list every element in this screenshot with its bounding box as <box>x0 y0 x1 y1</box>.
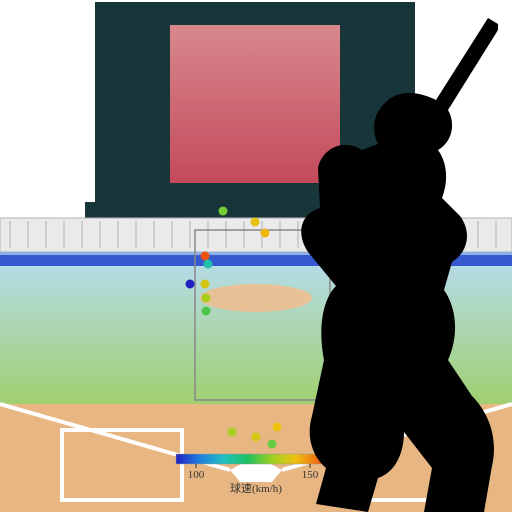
pitch-marker <box>186 280 195 289</box>
svg-text:150: 150 <box>302 469 319 481</box>
pitch-marker <box>219 207 228 216</box>
pitch-marker <box>201 280 210 289</box>
pitch-marker <box>251 218 260 227</box>
pitch-marker <box>202 307 211 316</box>
pitch-marker <box>201 252 210 261</box>
pitch-marker <box>261 229 270 238</box>
svg-text:100: 100 <box>188 469 205 481</box>
pitch-marker <box>273 423 282 432</box>
pitch-marker <box>204 260 213 269</box>
pitch-marker <box>202 294 211 303</box>
pitch-marker <box>268 440 277 449</box>
pitch-marker <box>252 433 261 442</box>
pitch-marker <box>228 428 237 437</box>
pitch-location-chart: 100 150 球速(km/h) <box>0 0 512 512</box>
legend-label: 球速(km/h) <box>230 481 282 495</box>
